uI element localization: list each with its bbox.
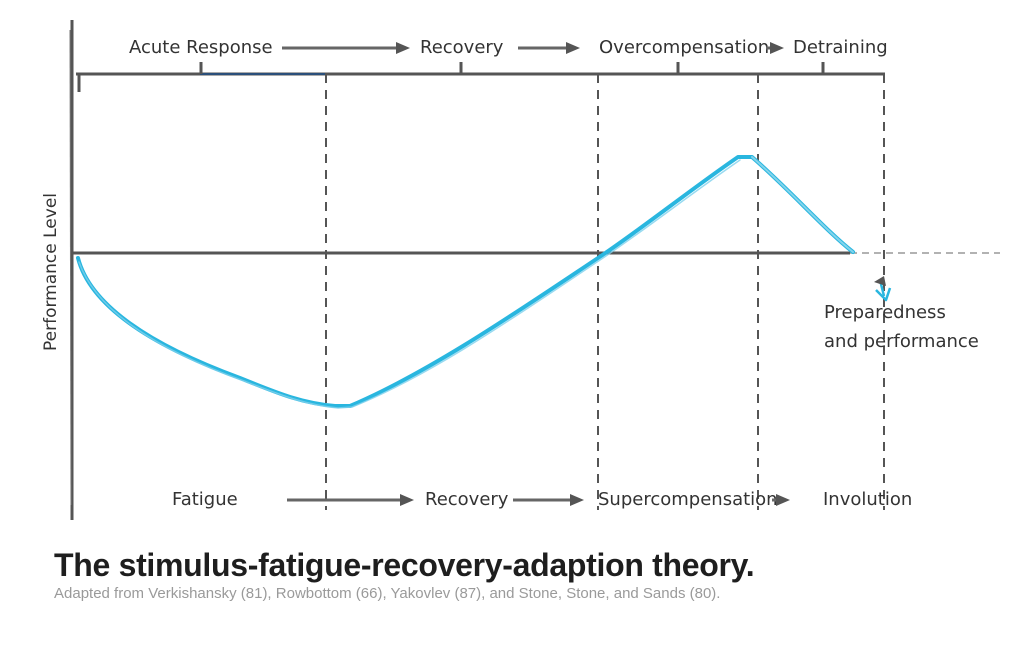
caption-title: The stimulus-fatigue-recovery-adaption t… [54,547,755,583]
annotation-arrowhead [875,287,892,302]
y-axis-line-sketch [69,29,72,506]
top-label-overcompensation: Overcompensation [599,37,769,58]
caption-subtitle: Adapted from Verkishansky (81), Rowbotto… [54,585,721,602]
annotation-line-2: and performance [824,331,979,352]
annotation-line-1: Preparedness [824,302,946,323]
bottom-label-fatigue: Fatigue [172,489,238,510]
bottom-label-involution: Involution [823,489,912,510]
bottom-label-supercompensation: Supercompensation [598,489,778,510]
y-axis-label: Performance Level [41,193,61,351]
performance-curve-fade [751,156,854,253]
top-label-detraining: Detraining [793,37,888,58]
annotation-tip [874,276,886,286]
top-label-recovery: Recovery [420,37,504,58]
performance-curve-sketch [78,159,741,409]
sfra-diagram: Acute Response Recovery Overcompensation… [41,20,1000,520]
bottom-label-recovery: Recovery [425,489,509,510]
top-label-acute-response: Acute Response [129,37,273,58]
caption: The stimulus-fatigue-recovery-adaption t… [54,545,1014,603]
performance-curve [76,155,855,408]
